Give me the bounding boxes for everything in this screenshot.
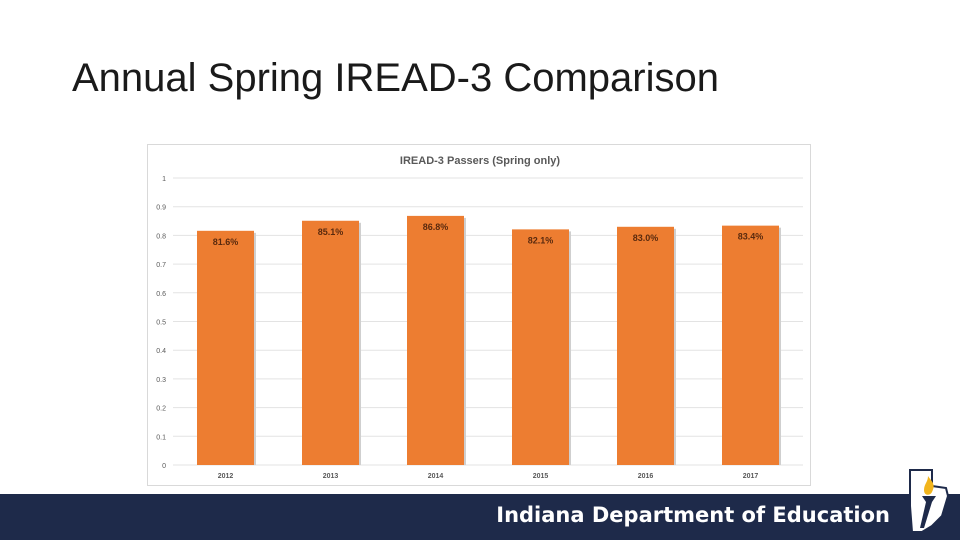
y-tick-label: 0.6 xyxy=(156,291,166,298)
bars xyxy=(197,215,781,465)
footer-org-name: Indiana Department of Education xyxy=(496,503,890,527)
x-tick-label: 2013 xyxy=(323,473,339,480)
data-labels: 81.6% 85.1% 86.8% 82.1% 83.0% 83.4% xyxy=(213,222,764,247)
bar-2016 xyxy=(617,226,674,465)
y-tick-label: 0.5 xyxy=(156,320,166,327)
x-tick-label: 2015 xyxy=(533,473,549,480)
bar-2013 xyxy=(302,220,359,465)
data-label: 83.0% xyxy=(633,233,659,243)
x-tick-label: 2014 xyxy=(428,473,444,480)
x-axis-ticks: 2012 2013 2014 2015 2016 2017 xyxy=(218,473,759,480)
x-tick-label: 2016 xyxy=(638,473,654,480)
y-tick-label: 0.3 xyxy=(156,377,166,384)
data-label: 81.6% xyxy=(213,237,239,247)
bar-2015 xyxy=(512,229,569,465)
bar-2012 xyxy=(197,230,254,465)
data-label: 86.8% xyxy=(423,222,449,232)
data-label: 85.1% xyxy=(318,227,344,237)
bar-chart: IREAD-3 Passers (Spring only) 0 0.1 0.2 0.3… xyxy=(156,155,803,480)
y-tick-label: 0.8 xyxy=(156,233,166,240)
y-tick-label: 0.1 xyxy=(156,434,166,441)
chart-title: IREAD-3 Passers (Spring only) xyxy=(400,155,560,167)
data-label: 83.4% xyxy=(738,232,764,242)
y-tick-label: 1 xyxy=(162,176,166,183)
gridlines xyxy=(173,177,803,466)
chart-frame: IREAD-3 Passers (Spring only) 0 0.1 0.2 0.3… xyxy=(147,144,811,486)
bar-2014 xyxy=(407,215,464,465)
x-tick-label: 2017 xyxy=(743,473,759,480)
x-tick-label: 2012 xyxy=(218,473,234,480)
footer-bar: Indiana Department of Education xyxy=(0,494,960,540)
bar-2017 xyxy=(722,225,779,465)
y-tick-label: 0 xyxy=(162,463,166,470)
y-tick-label: 0.7 xyxy=(156,262,166,269)
slide-title: Annual Spring IREAD-3 Comparison xyxy=(72,56,719,100)
y-tick-label: 0.4 xyxy=(156,348,166,355)
data-label: 82.1% xyxy=(528,235,554,245)
y-axis-ticks: 0 0.1 0.2 0.3 0.4 0.5 0.6 0.7 0.8 0.9 1 xyxy=(156,176,166,470)
y-tick-label: 0.9 xyxy=(156,205,166,212)
y-tick-label: 0.2 xyxy=(156,406,166,413)
indiana-torch-logo-icon xyxy=(909,469,950,533)
